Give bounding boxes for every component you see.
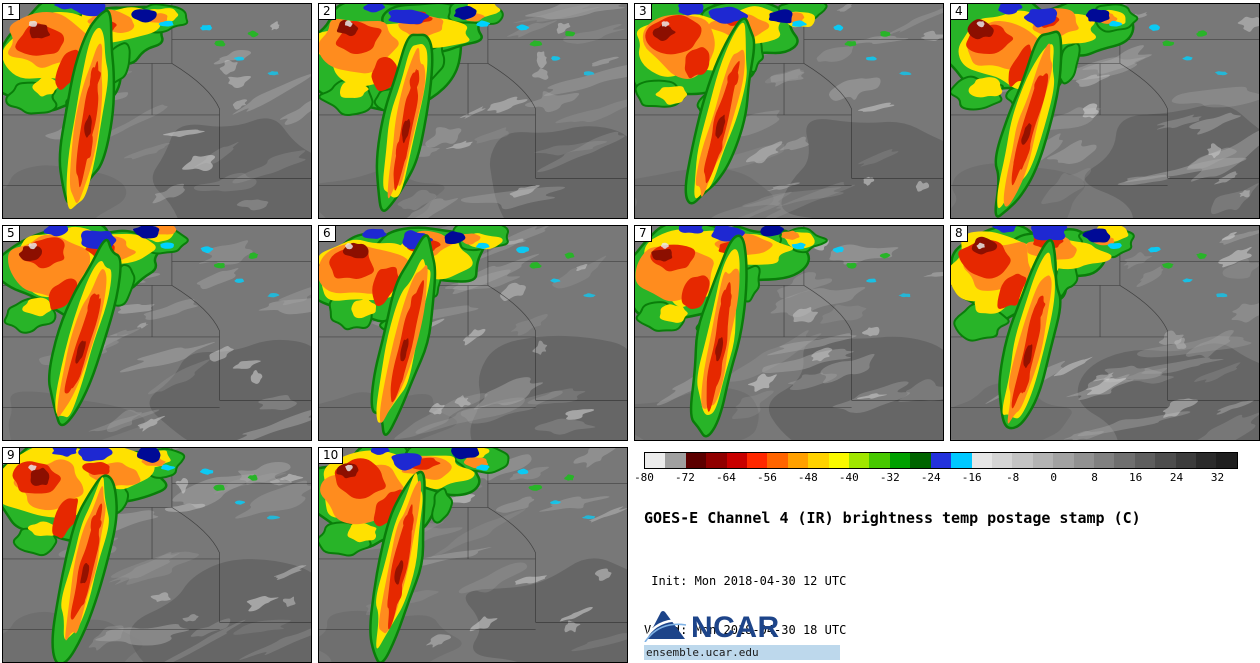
ensemble-member-panel: 10	[318, 447, 628, 663]
ensemble-member-panel: 7	[634, 225, 944, 441]
init-time: Init: Mon 2018-04-30 12 UTC	[644, 574, 847, 589]
colorbar-segment	[665, 453, 686, 468]
colorbar-segment	[1012, 453, 1033, 468]
colorbar-segment	[645, 453, 666, 468]
colorbar-segment	[1134, 453, 1156, 468]
ensemble-url: ensemble.ucar.edu	[644, 645, 840, 660]
colorbar-segment	[808, 453, 829, 468]
member-number-label: 3	[635, 4, 652, 20]
ensemble-member-panel: 8	[950, 225, 1260, 441]
colorbar-segment	[869, 453, 890, 468]
ensemble-member-panel: 4	[950, 3, 1260, 219]
colorbar-segment	[1114, 453, 1135, 468]
legend-info-block: -80 -72 -64 -56 -48 -40 -32 -24 -16 -8 0 8 16 24 32 GO…	[634, 451, 1258, 661]
ir-satellite-image	[319, 226, 627, 440]
colorbar-segment	[787, 453, 809, 468]
colorbar-tick-label: 32	[1210, 471, 1225, 484]
member-number-label: 9	[3, 448, 20, 464]
colorbar-segment	[828, 453, 850, 468]
ensemble-member-panel: 6	[318, 225, 628, 441]
colorbar-segment	[889, 453, 911, 468]
colorbar-segment	[706, 453, 727, 468]
colorbar-segment	[726, 453, 748, 468]
ir-satellite-image	[635, 4, 943, 218]
ir-satellite-image	[3, 448, 311, 662]
member-number-label: 2	[319, 4, 336, 20]
colorbar-tick-label: -48	[797, 471, 818, 484]
ir-satellite-image	[319, 4, 627, 218]
member-number-label: 7	[635, 226, 652, 242]
colorbar-tick-label: -16	[961, 471, 982, 484]
colorbar-segment	[1216, 453, 1237, 468]
colorbar-ticks: -80 -72 -64 -56 -48 -40 -32 -24 -16 -8 0 8 16 24 32	[634, 471, 1238, 485]
colorbar-segment	[930, 453, 952, 468]
colorbar-segment	[991, 453, 1013, 468]
colorbar-segment	[1093, 453, 1115, 468]
colorbar-tick-label: -8	[1006, 471, 1020, 484]
member-number-label: 6	[319, 226, 336, 242]
colorbar-tick-label: 16	[1128, 471, 1143, 484]
ensemble-member-panel: 2	[318, 3, 628, 219]
colorbar-segment	[1073, 453, 1094, 468]
colorbar-segment	[1195, 453, 1217, 468]
colorbar	[644, 452, 1238, 469]
colorbar-tick-label: 8	[1091, 471, 1098, 484]
colorbar-segment	[971, 453, 992, 468]
ensemble-member-panel: 5	[2, 225, 312, 441]
member-number-label: 10	[319, 448, 344, 464]
ir-satellite-image	[3, 226, 311, 440]
ncar-logo: NCAR ensemble.ucar.edu	[644, 608, 840, 660]
colorbar-segment	[1032, 453, 1054, 468]
colorbar-segment	[685, 453, 707, 468]
colorbar-segment	[747, 453, 768, 468]
ncar-logo-icon	[644, 611, 687, 642]
colorbar-tick-label: -32	[879, 471, 900, 484]
ensemble-member-panel: 9	[2, 447, 312, 663]
member-number-label: 4	[951, 4, 968, 20]
ncar-wordmark: NCAR	[691, 610, 780, 644]
member-number-label: 5	[3, 226, 20, 242]
member-number-label: 1	[3, 4, 20, 20]
colorbar-tick-label: -56	[756, 471, 777, 484]
ir-satellite-image	[635, 226, 943, 440]
ensemble-member-panel: 3	[634, 3, 944, 219]
colorbar-segment	[1155, 453, 1176, 468]
colorbar-tick-label: -24	[920, 471, 941, 484]
colorbar-segment	[910, 453, 931, 468]
colorbar-tick-label: 24	[1169, 471, 1184, 484]
ir-satellite-image	[951, 4, 1259, 218]
colorbar-tick-label: -80	[634, 471, 654, 484]
colorbar-segment	[1053, 453, 1074, 468]
member-number-label: 8	[951, 226, 968, 242]
ensemble-member-panel: 1	[2, 3, 312, 219]
colorbar-segment	[849, 453, 870, 468]
colorbar-segment	[951, 453, 972, 468]
colorbar-segment	[1175, 453, 1196, 468]
figure-title: GOES-E Channel 4 (IR) brightness temp po…	[644, 509, 1141, 527]
colorbar-tick-label: 0	[1050, 471, 1057, 484]
ncar-logo-row: NCAR	[644, 608, 840, 642]
colorbar-tick-label: -64	[715, 471, 736, 484]
colorbar-tick-label: -40	[838, 471, 859, 484]
colorbar-tick-label: -72	[675, 471, 695, 484]
ir-satellite-image	[951, 226, 1259, 440]
ir-satellite-image	[3, 4, 311, 218]
colorbar-segment	[767, 453, 788, 468]
ir-satellite-image	[319, 448, 627, 662]
